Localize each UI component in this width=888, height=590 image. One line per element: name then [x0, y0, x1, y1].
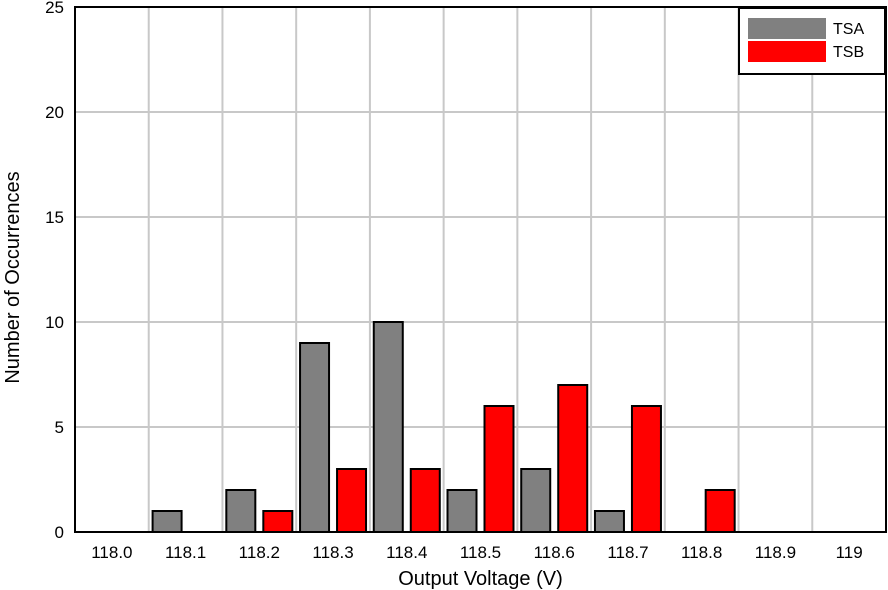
x-tick-label: 118.6 [534, 543, 575, 562]
bar-tsb-118.4 [409, 468, 441, 533]
bar-tsb-118.5 [483, 405, 515, 533]
legend-label-tsa: TSA [833, 21, 864, 38]
x-tick-label: 118.2 [239, 543, 280, 562]
y-tick-label: 10 [45, 313, 64, 332]
y-tick-label: 0 [55, 523, 64, 542]
legend-swatch-tsa [748, 18, 826, 39]
x-tick-label: 118.8 [681, 543, 722, 562]
y-tick-label: 15 [45, 208, 64, 227]
x-tick-labels: 118.0 118.1 118.2 118.3 118.4 118.5 118.6 118.7… [91, 543, 862, 562]
bar-tsb-118.8 [704, 489, 736, 533]
y-axis-title: Number of Occurrences [2, 171, 24, 383]
bar-tsb-118.3 [336, 468, 368, 533]
y-tick-label: 5 [55, 418, 64, 437]
bar-tsa-118.1 [151, 510, 183, 533]
bar-tsb-118.7 [630, 405, 662, 533]
bar-tsa-118.4 [372, 321, 404, 533]
x-tick-label: 118.4 [386, 543, 427, 562]
x-tick-label: 118.9 [755, 543, 796, 562]
legend-label-tsb: TSB [833, 44, 864, 61]
plot-frame [74, 6, 887, 533]
bar-tsa-118.2 [225, 489, 257, 533]
x-tick-label: 118.3 [312, 543, 353, 562]
x-axis-title: Output Voltage (V) [398, 568, 563, 590]
legend-swatch-tsb [748, 41, 826, 62]
x-tick-label: 118.5 [460, 543, 501, 562]
x-tick-label: 118.7 [607, 543, 648, 562]
bar-tsa-118.3 [299, 342, 331, 533]
bar-tsa-118.7 [593, 510, 625, 533]
bar-tsb-118.6 [557, 384, 589, 533]
legend: TSA TSB [738, 7, 886, 75]
y-tick-label: 20 [45, 103, 64, 122]
x-tick-label: 118.0 [91, 543, 132, 562]
bar-tsa-118.5 [446, 489, 478, 533]
grid-lines [75, 7, 886, 532]
bar-tsb-118.2 [262, 510, 294, 533]
y-tick-label: 25 [45, 0, 64, 17]
bars-group [151, 321, 736, 533]
bar-tsa-118.6 [520, 468, 552, 533]
y-tick-labels: 0 5 10 15 20 25 [45, 0, 64, 542]
x-tick-label: 119 [836, 543, 863, 562]
x-tick-label: 118.1 [165, 543, 206, 562]
